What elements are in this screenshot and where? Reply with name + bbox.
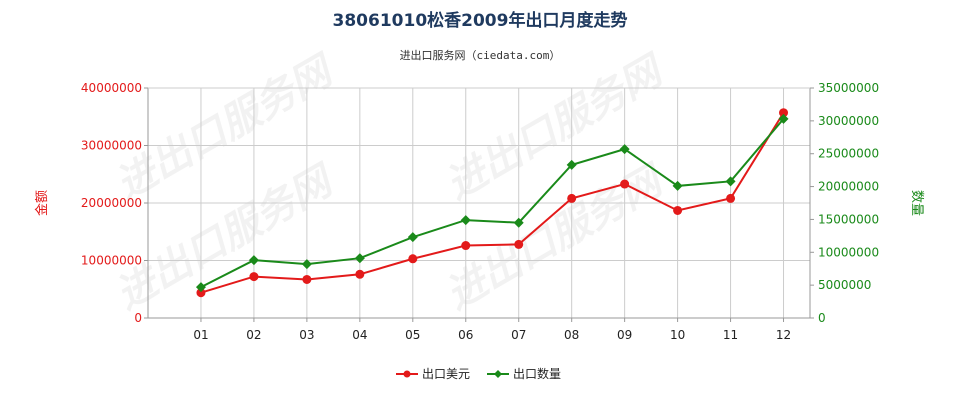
chart-title: 38061010松香2009年出口月度走势 (333, 10, 628, 31)
data-point (355, 269, 365, 279)
right-axis-ticks: 0 5000000 10000000 15000000 20000000 25000000… (810, 81, 879, 325)
right-tick-label: 5000000 (818, 278, 871, 292)
series-2 (195, 113, 789, 293)
left-tick-label: 40000000 (81, 81, 142, 95)
legend-item: 出口美元 (396, 367, 470, 381)
data-point (408, 254, 418, 264)
legend-marker (494, 370, 502, 378)
right-axis-title: 数量 (909, 190, 924, 216)
legend-marker (403, 370, 411, 378)
series-line (200, 118, 785, 289)
right-tick-label: 15000000 (818, 212, 879, 226)
data-point (619, 144, 630, 155)
data-point (354, 253, 365, 264)
series (195, 108, 789, 298)
data-point (673, 205, 683, 215)
x-tick-label: 05 (405, 328, 420, 342)
data-point (196, 288, 206, 298)
data-point (566, 159, 577, 170)
x-tick-label: 08 (564, 328, 579, 342)
x-tick-label: 11 (723, 328, 738, 342)
x-tick-label: 04 (352, 328, 367, 342)
data-point (460, 215, 471, 226)
x-tick-label: 02 (246, 328, 261, 342)
data-point (778, 113, 789, 124)
data-point (567, 193, 577, 203)
x-axis-ticks: 01 02 03 04 05 06 07 08 09 10 11 12 (193, 318, 791, 342)
x-tick-label: 03 (299, 328, 314, 342)
data-point (513, 217, 524, 228)
data-point (249, 272, 259, 282)
x-tick-label: 10 (670, 328, 685, 342)
x-tick-label: 07 (511, 328, 526, 342)
right-tick-label: 20000000 (818, 180, 879, 194)
right-tick-label: 10000000 (818, 245, 879, 259)
legend-item: 出口数量 (487, 366, 561, 381)
x-tick-label: 01 (193, 328, 208, 342)
right-tick-label: 25000000 (818, 147, 879, 161)
left-axis-ticks: 0 10000000 20000000 30000000 40000000 (81, 81, 148, 325)
legend-label: 出口数量 (513, 366, 561, 381)
right-tick-label: 30000000 (818, 114, 879, 128)
x-tick-label: 12 (776, 328, 791, 342)
data-point (248, 255, 259, 266)
series-1 (196, 108, 789, 298)
right-tick-label: 35000000 (818, 81, 879, 95)
right-tick-label: 0 (818, 311, 826, 325)
chart-subtitle: 进出口服务网（ciedata.com） (400, 48, 561, 62)
data-point (302, 274, 312, 284)
data-point (725, 176, 736, 187)
left-axis-title: 金额 (34, 190, 50, 216)
data-point (195, 282, 206, 293)
x-tick-label: 06 (458, 328, 473, 342)
data-point (620, 179, 630, 189)
left-tick-label: 30000000 (81, 139, 142, 153)
data-point (779, 108, 789, 118)
legend: 出口美元 出口数量 (396, 366, 561, 381)
data-point (301, 259, 312, 270)
left-tick-label: 0 (134, 311, 142, 325)
series-line (200, 112, 785, 294)
legend-label: 出口美元 (422, 367, 470, 381)
data-point (461, 241, 471, 251)
x-tick-label: 09 (617, 328, 632, 342)
data-point (726, 193, 736, 203)
left-tick-label: 10000000 (81, 254, 142, 268)
data-point (407, 232, 418, 243)
data-point (514, 239, 524, 249)
left-tick-label: 20000000 (81, 196, 142, 210)
data-point (672, 180, 683, 191)
